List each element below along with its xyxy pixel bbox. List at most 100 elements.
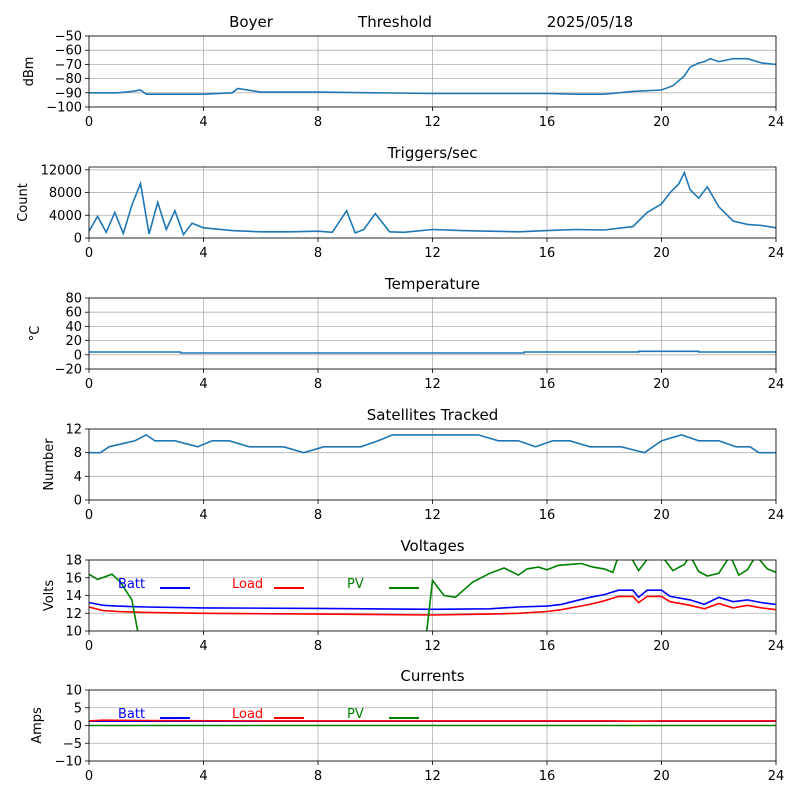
y-tick-label: 40: [65, 320, 82, 335]
x-tick-label: 20: [653, 377, 670, 392]
x-tick-label: 24: [768, 377, 785, 392]
x-tick-label: 0: [85, 639, 93, 654]
series-line-load: [89, 595, 776, 616]
y-tick-label: 16: [65, 571, 82, 586]
x-tick-label: 12: [424, 246, 441, 261]
x-tick-label: 24: [768, 115, 785, 130]
x-tick-label: 20: [653, 769, 670, 784]
legend-label-batt: Batt: [118, 577, 145, 592]
panel-4: 0 4 8 12 16 20 24 10 12 14 16 18 Voltages Volts Batt Lo…: [42, 537, 784, 654]
x-tick-label: 4: [199, 769, 207, 784]
legend-label-pv: PV: [347, 577, 364, 592]
y-tick-label: −80: [55, 72, 82, 87]
x-tick-label: 8: [314, 769, 322, 784]
y-axis-label: dBm: [22, 57, 37, 87]
series-line-0: [89, 57, 776, 95]
x-tick-label: 0: [85, 769, 93, 784]
panel-title: Triggers/sec: [387, 144, 478, 162]
y-axis-label: Amps: [30, 707, 45, 744]
x-tick-label: 20: [653, 115, 670, 130]
y-tick-label: 8: [74, 446, 82, 461]
y-tick-label: 12: [65, 423, 82, 438]
y-tick-label: −100: [46, 101, 82, 116]
x-tick-label: 24: [768, 508, 785, 523]
x-tick-label: 8: [314, 377, 322, 392]
x-tick-label: 4: [199, 639, 207, 654]
x-tick-label: 16: [539, 377, 556, 392]
y-tick-label: 0: [74, 719, 82, 734]
x-tick-label: 20: [653, 246, 670, 261]
x-tick-label: 24: [768, 246, 785, 261]
x-tick-label: 0: [85, 377, 93, 392]
series-line-0: [89, 170, 776, 237]
x-tick-label: 24: [768, 639, 785, 654]
x-tick-label: 16: [539, 508, 556, 523]
y-axis-label: Number: [42, 438, 57, 491]
series-line-0: [89, 433, 776, 454]
panel-3: 0 4 8 12 16 20 24 0 4 8 12 Satellites Tracked Number: [42, 406, 784, 523]
y-tick-label: 20: [65, 334, 82, 349]
x-tick-label: 12: [424, 508, 441, 523]
panel-5: 0 4 8 12 16 20 24 −10 −5 0 5 10 Currents Amps Batt Load…: [30, 667, 784, 784]
x-tick-label: 8: [314, 508, 322, 523]
y-axis-label: Count: [16, 183, 31, 222]
y-tick-label: 0: [74, 494, 82, 509]
x-tick-label: 0: [85, 508, 93, 523]
legend-label-load: Load: [232, 577, 263, 592]
y-axis-label: Volts: [42, 580, 57, 612]
x-tick-label: 4: [199, 246, 207, 261]
x-tick-label: 8: [314, 639, 322, 654]
y-tick-label: 14: [65, 589, 82, 604]
x-tick-label: 8: [314, 115, 322, 130]
x-tick-label: 20: [653, 639, 670, 654]
series-line-load: [89, 719, 776, 723]
y-tick-label: 12000: [41, 163, 82, 178]
legend-label-pv: PV: [347, 707, 364, 722]
x-tick-label: 16: [539, 115, 556, 130]
x-tick-label: 12: [424, 115, 441, 130]
x-tick-label: 12: [424, 377, 441, 392]
x-tick-label: 16: [539, 246, 556, 261]
y-tick-label: 18: [65, 554, 82, 569]
y-tick-label: 10: [65, 625, 82, 640]
panel-title: Currents: [400, 667, 464, 685]
x-tick-label: 16: [539, 769, 556, 784]
y-tick-label: 10: [65, 684, 82, 699]
panel-title: Satellites Tracked: [367, 406, 498, 424]
x-tick-label: 0: [85, 246, 93, 261]
x-tick-label: 24: [768, 769, 785, 784]
x-tick-label: 16: [539, 639, 556, 654]
series-line-pv: [89, 560, 776, 631]
header-mode: Threshold: [357, 13, 432, 31]
legend-label-batt: Batt: [118, 707, 145, 722]
y-tick-label: −10: [55, 755, 82, 770]
x-tick-label: 12: [424, 639, 441, 654]
panel-title: Voltages: [400, 537, 464, 555]
y-tick-label: −20: [55, 363, 82, 378]
y-tick-label: 4: [74, 470, 82, 485]
y-tick-label: 4000: [49, 209, 82, 224]
y-tick-label: −60: [55, 44, 82, 59]
x-tick-label: 12: [424, 769, 441, 784]
x-tick-label: 4: [199, 377, 207, 392]
y-tick-label: 0: [74, 232, 82, 247]
series-line-0: [89, 350, 776, 354]
y-tick-label: 60: [65, 306, 82, 321]
series-line-batt: [89, 589, 776, 611]
y-tick-label: 12: [65, 607, 82, 622]
header-station: Boyer: [229, 13, 274, 31]
x-tick-label: 8: [314, 246, 322, 261]
y-tick-label: 8000: [49, 186, 82, 201]
header-date: 2025/05/18: [547, 13, 633, 31]
y-tick-label: −5: [63, 737, 82, 752]
y-tick-label: 5: [74, 701, 82, 716]
panel-0: 0 4 8 12 16 20 24 −100−90−80−70−60−50 dBm: [22, 30, 784, 131]
y-tick-label: 0: [74, 348, 82, 363]
x-tick-label: 0: [85, 115, 93, 130]
y-tick-label: −90: [55, 86, 82, 101]
x-tick-label: 20: [653, 508, 670, 523]
legend-label-load: Load: [232, 707, 263, 722]
